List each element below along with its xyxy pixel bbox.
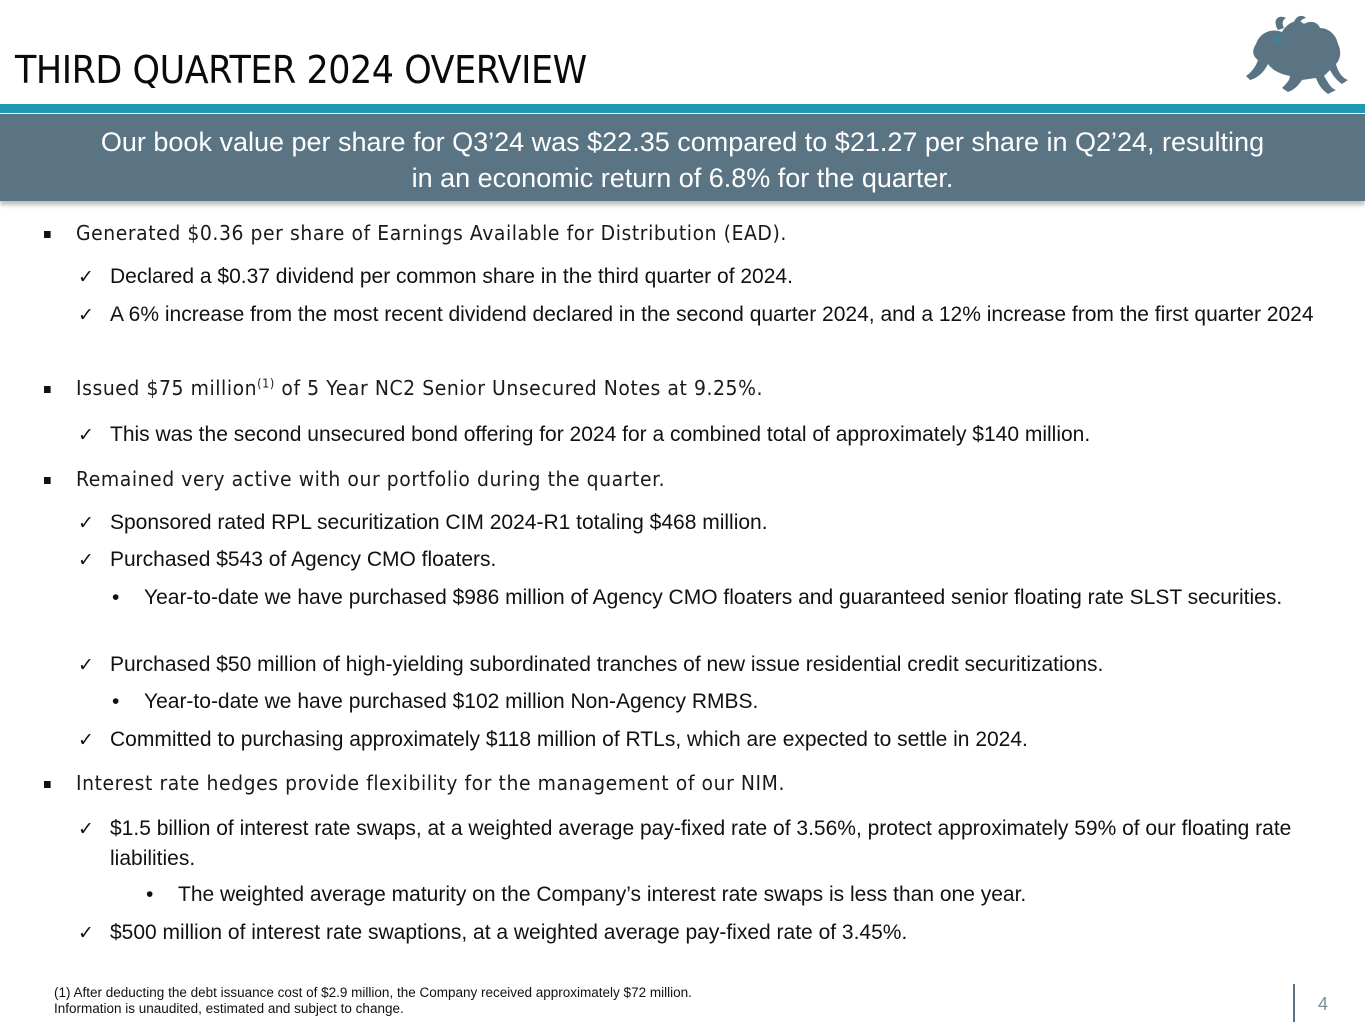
summary-banner: Our book value per share for Q3’24 was $… <box>0 114 1365 201</box>
banner-line-1: Our book value per share for Q3’24 was $… <box>100 127 1265 157</box>
page-number: 4 <box>1318 994 1329 1014</box>
footnote-2: Information is unaudited, estimated and … <box>54 1001 404 1016</box>
bullet-notes-text-end: of 5 Year NC2 Senior Unsecured Notes at … <box>274 376 764 400</box>
bullet-notes-text: Issued $75 million <box>76 376 258 400</box>
page-divider <box>1293 984 1295 1022</box>
bullet-ead: Generated $0.36 per share of Earnings Av… <box>44 221 787 245</box>
footnote-ref: (1) <box>257 376 275 391</box>
header-accent-bar <box>0 104 1365 113</box>
check-bond-offering: This was the second unsecured bond offer… <box>78 420 1325 450</box>
sub-agency-ytd: Year-to-date we have purchased $986 mill… <box>112 583 1314 613</box>
page-title: THIRD QUARTER 2024 OVERVIEW <box>15 48 587 92</box>
check-swaps: $1.5 billion of interest rate swaps, at … <box>78 814 1325 874</box>
check-swaptions: $500 million of interest rate swaptions,… <box>78 918 1325 948</box>
check-dividend: Declared a $0.37 dividend per common sha… <box>78 262 1325 292</box>
check-agency-cmo: Purchased $543 of Agency CMO floaters. <box>78 545 1325 575</box>
lion-logo-icon <box>1246 15 1348 94</box>
check-securitization: Sponsored rated RPL securitization CIM 2… <box>78 508 1325 538</box>
check-rtls: Committed to purchasing approximately $1… <box>78 725 1325 755</box>
sub-rmbs-ytd: Year-to-date we have purchased $102 mill… <box>112 687 1314 717</box>
banner-line-2: in an economic return of 6.8% for the qu… <box>411 163 954 193</box>
check-dividend-increase: A 6% increase from the most recent divid… <box>78 300 1325 330</box>
check-subordinated: Purchased $50 million of high-yielding s… <box>78 650 1325 680</box>
footnote-1: (1) After deducting the debt issuance co… <box>54 985 692 1000</box>
bullet-hedges: Interest rate hedges provide flexibility… <box>44 771 785 795</box>
bullet-notes: Issued $75 million(1) of 5 Year NC2 Seni… <box>44 376 764 400</box>
footnote: (1) After deducting the debt issuance co… <box>54 985 692 1017</box>
bullet-portfolio: Remained very active with our portfolio … <box>44 467 666 491</box>
sub-swaps-maturity: The weighted average maturity on the Com… <box>146 880 1026 910</box>
